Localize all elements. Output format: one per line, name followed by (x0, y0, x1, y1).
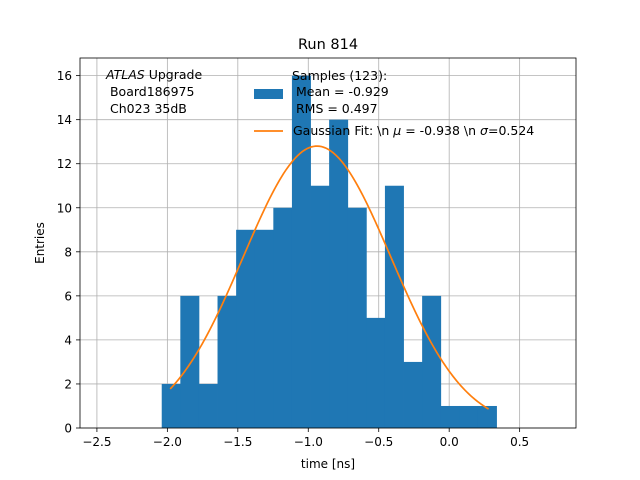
histogram-bar (217, 295, 237, 428)
gaussian-fit-curve (169, 145, 490, 410)
histogram-bar (422, 295, 442, 428)
atlas-annotation: ATLAS Upgrade Board186975 Ch023 35dB (105, 67, 202, 116)
legend-fit-entry: Gaussian Fit: \n μ = -0.938 \n σ=0.524 (293, 123, 534, 138)
y-tick-label: 2 (64, 377, 72, 391)
atlas-upgrade-label: Upgrade (145, 67, 203, 82)
histogram-bar (254, 229, 274, 428)
plot-frame (79, 57, 577, 429)
legend: Samples (123): Mean = -0.929 RMS = 0.497… (254, 68, 534, 138)
histogram-bar (291, 75, 311, 428)
x-tick-label: −2.0 (153, 435, 182, 449)
x-axis-label: time [ns] (301, 457, 355, 471)
y-tick-label: 8 (64, 245, 72, 259)
histogram-bar (180, 295, 200, 428)
x-axis-ticks: −2.5 −2.0 −1.5 −1.0 −0.5 0.0 0.5 (82, 428, 529, 449)
histogram-bar (384, 185, 404, 428)
x-tick-label: 0.0 (440, 435, 459, 449)
y-tick-label: 16 (57, 69, 72, 83)
x-tick-label: 0.5 (510, 435, 529, 449)
board-label: Board186975 (106, 84, 194, 99)
atlas-label: ATLAS (105, 67, 145, 82)
legend-hist-swatch (254, 89, 283, 99)
histogram-bar (161, 383, 181, 428)
y-tick-label: 14 (57, 113, 72, 127)
x-tick-label: −1.5 (223, 435, 252, 449)
y-tick-label: 10 (57, 201, 72, 215)
chart-title: Run 814 (298, 37, 358, 53)
histogram-bar (329, 119, 349, 429)
histogram-bar (198, 383, 218, 428)
y-axis-label: Entries (33, 222, 47, 264)
y-axis-ticks: 0 2 4 6 8 10 12 14 16 (57, 69, 80, 436)
y-tick-label: 6 (64, 289, 72, 303)
histogram-bar (366, 317, 386, 428)
histogram-bar (310, 185, 330, 428)
y-tick-label: 12 (57, 157, 72, 171)
histogram-bar (440, 405, 460, 428)
y-tick-label: 0 (64, 422, 72, 436)
legend-hist-line-2: Mean = -0.929 (292, 84, 389, 99)
histogram-bars (161, 75, 497, 429)
histogram-bar (403, 361, 423, 428)
histogram-bar (236, 229, 256, 428)
histogram-bar (273, 207, 293, 428)
x-tick-label: −0.5 (364, 435, 393, 449)
y-tick-label: 4 (64, 333, 72, 347)
legend-hist-line-1: Samples (123): (292, 68, 387, 83)
x-tick-label: −2.5 (82, 435, 111, 449)
svg-text:ATLAS Upgrade: ATLAS Upgrade (105, 67, 202, 82)
histogram-bar (347, 207, 367, 428)
channel-label: Ch023 35dB (106, 101, 187, 116)
histogram-bar (459, 405, 479, 428)
histogram-bar (477, 405, 497, 428)
x-tick-label: −1.0 (294, 435, 323, 449)
legend-hist-line-3: RMS = 0.497 (292, 101, 378, 116)
